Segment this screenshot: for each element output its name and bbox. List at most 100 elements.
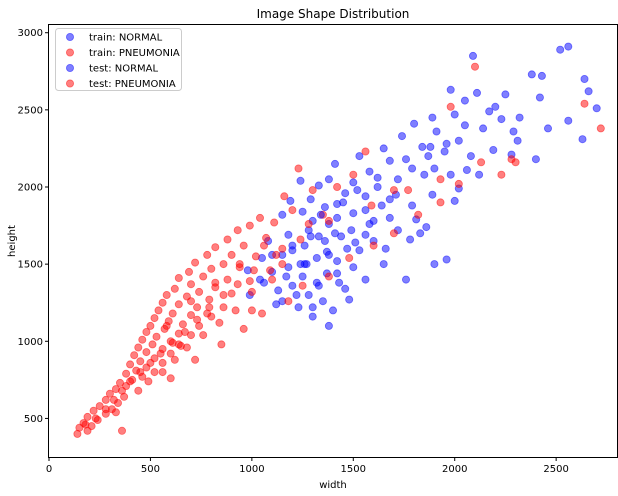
chart-title: Image Shape Distribution (257, 7, 410, 21)
data-point-series-3-20 (101, 405, 110, 414)
data-point-series-0-1 (468, 51, 477, 60)
data-point-series-2-12 (330, 229, 339, 238)
data-point-series-1-124 (199, 331, 208, 340)
data-point-series-2-0 (535, 93, 544, 102)
data-point-series-1-107 (191, 355, 200, 364)
data-point-series-1-125 (182, 343, 191, 352)
data-point-series-0-94 (349, 263, 358, 272)
data-point-series-1-61 (142, 327, 151, 336)
data-point-series-0-43 (393, 175, 402, 184)
data-point-series-0-47 (373, 182, 382, 191)
x-tick-label-1: 500 (141, 464, 160, 475)
data-point-series-0-38 (385, 156, 394, 165)
data-point-series-1-72 (130, 351, 139, 360)
data-point-series-1-36 (223, 275, 232, 284)
data-point-series-1-127 (158, 368, 167, 377)
data-point-series-0-39 (365, 167, 374, 176)
data-point-series-0-6 (537, 71, 546, 80)
data-point-series-3-17 (126, 377, 135, 386)
data-point-series-1-122 (268, 275, 277, 284)
data-point-series-0-118 (430, 260, 439, 269)
data-point-series-3-7 (249, 266, 258, 275)
x-tick-label-0: 0 (46, 464, 52, 475)
data-point-series-0-30 (578, 135, 587, 144)
data-point-series-0-0 (564, 42, 573, 51)
data-point-series-1-7 (361, 147, 370, 156)
data-point-series-1-18 (245, 221, 254, 230)
data-point-series-1-54 (150, 314, 159, 323)
data-point-series-2-27 (361, 275, 370, 284)
data-point-series-1-103 (73, 429, 82, 438)
data-point-series-1-35 (199, 272, 208, 281)
data-point-series-3-28 (162, 321, 171, 330)
data-point-series-0-73 (278, 210, 287, 219)
data-point-series-1-76 (126, 360, 135, 369)
data-point-series-3-0 (477, 158, 486, 167)
data-point-series-0-96 (298, 272, 307, 281)
data-point-series-0-62 (286, 196, 295, 205)
data-point-series-0-51 (428, 190, 437, 199)
data-point-series-0-12 (564, 116, 573, 125)
data-point-series-1-27 (251, 252, 260, 261)
data-point-series-3-4 (324, 216, 333, 225)
data-point-series-1-38 (245, 277, 254, 286)
data-point-series-0-64 (385, 213, 394, 222)
data-point-series-0-10 (472, 88, 481, 97)
data-point-series-1-128 (215, 318, 224, 327)
data-point-series-0-105 (318, 297, 327, 306)
y-axis-ticks: 500 1000 1500 2000 2500 3000 (18, 28, 49, 425)
data-point-series-3-29 (247, 306, 256, 315)
data-point-series-3-24 (211, 278, 220, 287)
data-point-series-1-120 (231, 306, 240, 315)
data-point-series-1-26 (227, 250, 236, 259)
data-point-series-1-13 (280, 192, 289, 201)
data-point-series-0-90 (333, 257, 342, 266)
legend-marker-1 (66, 48, 75, 57)
data-point-series-1-23 (239, 241, 248, 250)
data-point-series-0-56 (377, 201, 386, 210)
y-tick-label-1: 1000 (18, 337, 43, 348)
data-point-series-0-58 (450, 196, 459, 205)
data-point-series-3-2 (404, 186, 413, 195)
data-point-series-1-43 (227, 289, 236, 298)
data-point-series-1-47 (158, 298, 167, 307)
data-point-series-0-13 (515, 113, 524, 122)
data-point-series-0-37 (355, 152, 364, 161)
data-point-series-0-119 (422, 223, 431, 232)
data-point-series-1-88 (134, 386, 143, 395)
data-point-series-1-21 (262, 233, 271, 242)
data-point-series-1-6 (511, 158, 520, 167)
data-point-series-3-12 (180, 327, 189, 336)
data-point-series-0-53 (314, 181, 323, 190)
data-point-series-2-15 (288, 241, 297, 250)
data-point-series-0-32 (424, 152, 433, 161)
data-point-series-3-11 (193, 315, 202, 324)
data-point-series-0-16 (428, 113, 437, 122)
data-point-series-0-5 (527, 70, 536, 79)
data-point-series-0-25 (442, 139, 451, 148)
data-point-series-1-95 (89, 406, 98, 415)
x-tick-label-5: 2500 (543, 464, 568, 475)
y-tick-label-3: 2000 (18, 183, 43, 194)
x-tick-label-4: 2000 (442, 464, 467, 475)
data-point-series-1-80 (122, 369, 131, 378)
data-point-series-0-33 (379, 144, 388, 153)
data-point-series-0-41 (475, 170, 484, 179)
data-point-series-3-9 (219, 290, 228, 299)
data-point-series-2-29 (406, 235, 415, 244)
data-point-series-1-71 (142, 348, 151, 357)
data-point-series-1-106 (166, 374, 175, 383)
data-point-series-0-35 (440, 147, 449, 156)
data-point-series-1-75 (136, 357, 145, 366)
data-point-series-3-27 (174, 340, 183, 349)
data-point-series-1-91 (101, 395, 110, 404)
data-point-series-0-23 (509, 127, 518, 136)
data-point-series-0-83 (343, 244, 352, 253)
data-point-series-1-22 (223, 235, 232, 244)
data-point-series-1-37 (174, 273, 183, 282)
data-point-series-1-109 (239, 324, 248, 333)
legend-label-2: test: NORMAL (89, 64, 159, 75)
data-point-series-2-9 (339, 198, 348, 207)
data-point-series-2-19 (333, 269, 342, 278)
data-point-series-1-85 (144, 377, 153, 386)
